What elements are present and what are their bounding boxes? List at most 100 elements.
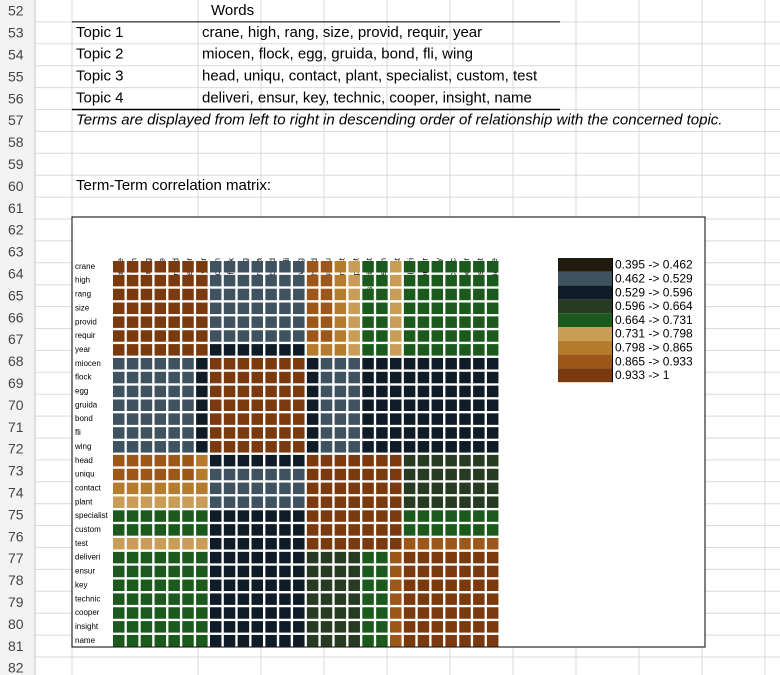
- heat-cell: [486, 427, 499, 439]
- heat-cell: [279, 482, 291, 495]
- heat-cell: [279, 621, 291, 633]
- heat-cell: [237, 357, 250, 370]
- heat-cell: [265, 538, 277, 550]
- topic-words: miocen, flock, egg, gruida, bond, fli, w…: [202, 46, 473, 63]
- heat-cell: [306, 482, 319, 495]
- heat-cell: [251, 330, 263, 342]
- heat-cell: [113, 288, 125, 301]
- heat-cell: [196, 593, 208, 605]
- heat-cell: [306, 579, 319, 592]
- row-label: rang: [75, 290, 91, 299]
- heat-cell: [251, 261, 263, 273]
- heat-cell: [306, 316, 319, 328]
- heat-cell: [223, 302, 236, 315]
- heat-cell: [140, 413, 153, 425]
- heat-cell: [182, 496, 194, 508]
- heat-cell: [168, 261, 180, 273]
- heat-cell: [279, 551, 291, 564]
- heat-cell: [237, 538, 250, 550]
- heat-cell: [196, 551, 208, 564]
- heat-cell: [251, 371, 263, 384]
- heat-cell: [459, 468, 471, 481]
- heat-cell: [265, 482, 277, 495]
- heat-cell: [417, 261, 430, 273]
- heat-cell: [279, 316, 291, 328]
- heat-cell: [376, 385, 388, 398]
- heat-cell: [265, 607, 277, 619]
- heat-cell: [320, 344, 333, 356]
- heat-cell: [390, 551, 402, 564]
- heat-cell: [417, 427, 430, 439]
- heat-cell: [140, 524, 153, 536]
- row-label: cooper: [75, 608, 100, 617]
- heat-cell: [209, 399, 222, 411]
- heat-cell: [473, 330, 485, 342]
- heat-cell: [209, 468, 222, 481]
- heat-cell: [390, 565, 402, 578]
- heat-cell: [168, 482, 180, 495]
- heat-cell: [209, 441, 222, 453]
- row-number: 76: [8, 528, 24, 544]
- heat-cell: [403, 482, 416, 495]
- heat-cell: [306, 496, 319, 508]
- legend-label: 0.462 -> 0.529: [615, 271, 693, 285]
- row-label: crane: [75, 262, 96, 271]
- heat-cell: [126, 551, 139, 564]
- heat-cell: [209, 454, 222, 467]
- heat-cell: [293, 565, 305, 578]
- heat-cell: [113, 454, 125, 467]
- heat-cell: [126, 399, 139, 411]
- heat-cell: [334, 427, 347, 439]
- row-number: 60: [8, 178, 24, 194]
- heat-cell: [168, 385, 180, 398]
- heat-cell: [390, 593, 402, 605]
- heat-cell: [113, 357, 125, 370]
- heat-cell: [140, 385, 153, 398]
- heat-cell: [431, 579, 444, 592]
- heat-cell: [362, 579, 374, 592]
- heat-cell: [334, 621, 347, 633]
- heat-cell: [417, 385, 430, 398]
- heat-cell: [265, 344, 277, 356]
- heat-cell: [113, 524, 125, 536]
- heat-cell: [459, 621, 471, 633]
- heat-cell: [362, 413, 374, 425]
- heat-cell: [445, 538, 457, 550]
- heat-cell: [113, 593, 125, 605]
- heat-cell: [182, 413, 194, 425]
- topic-label: Topic 1: [76, 24, 124, 41]
- heat-cell: [251, 496, 263, 508]
- heat-cell: [154, 330, 167, 342]
- heat-cell: [196, 482, 208, 495]
- heat-cell: [265, 510, 277, 522]
- heat-cell: [334, 413, 347, 425]
- row-label: name: [75, 636, 96, 645]
- heat-cell: [334, 579, 347, 592]
- heat-cell: [223, 468, 236, 481]
- heat-cell: [362, 371, 374, 384]
- heat-cell: [445, 274, 457, 287]
- heat-cell: [293, 607, 305, 619]
- heat-cell: [113, 274, 125, 287]
- heat-cell: [237, 565, 250, 578]
- heat-cell: [334, 288, 347, 301]
- row-number: 62: [8, 222, 24, 238]
- heat-cell: [126, 274, 139, 287]
- heat-cell: [237, 593, 250, 605]
- heat-cell: [293, 482, 305, 495]
- heat-cell: [320, 634, 333, 647]
- heat-cell: [376, 607, 388, 619]
- heat-cell: [182, 399, 194, 411]
- heat-cell: [306, 593, 319, 605]
- heat-cell: [306, 538, 319, 550]
- heat-cell: [251, 316, 263, 328]
- row-number: 68: [8, 353, 24, 369]
- heat-cell: [320, 302, 333, 315]
- heat-cell: [223, 261, 236, 273]
- heat-cell: [279, 413, 291, 425]
- heat-cell: [154, 357, 167, 370]
- heat-cell: [265, 634, 277, 647]
- heat-cell: [140, 261, 153, 273]
- heat-cell: [445, 316, 457, 328]
- heat-cell: [140, 399, 153, 411]
